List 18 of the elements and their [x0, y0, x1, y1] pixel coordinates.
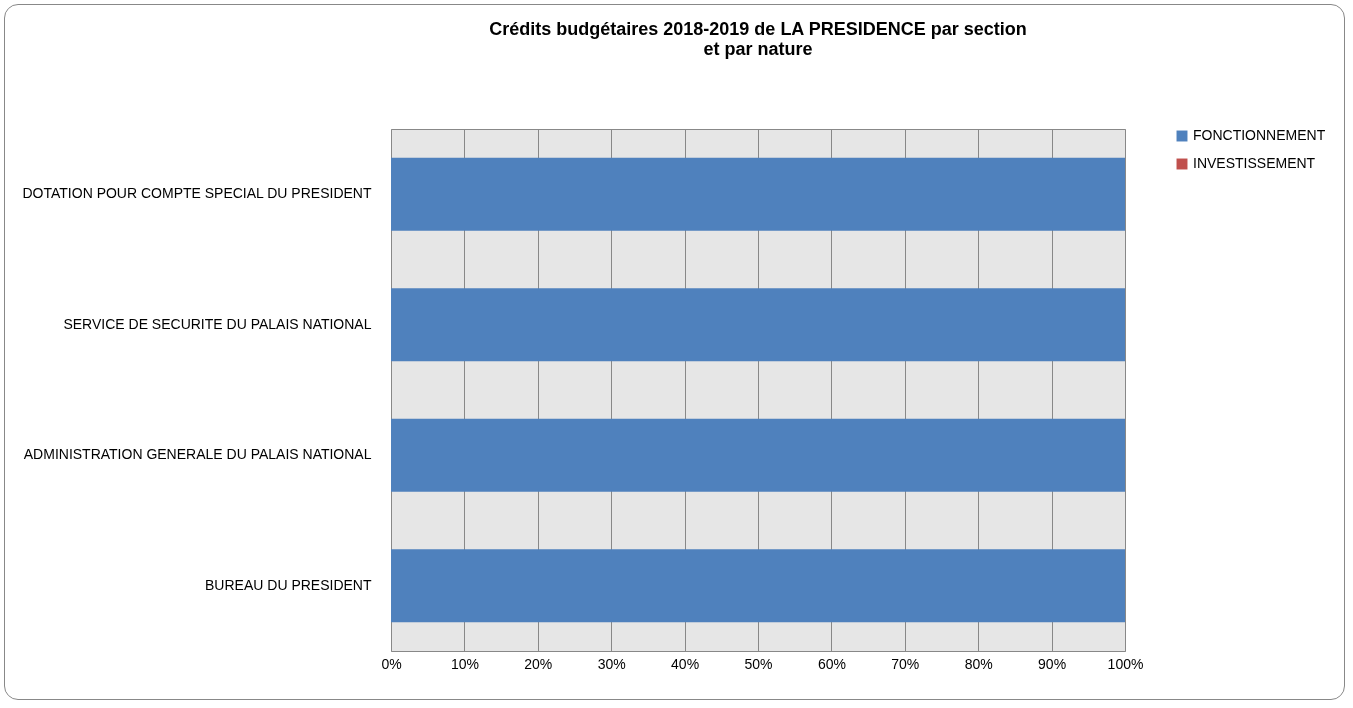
x-tick-label: 0%	[381, 655, 402, 672]
y-tick-label: BUREAU DU PRESIDENT	[205, 576, 372, 593]
x-tick-label: 10%	[450, 655, 479, 672]
x-tick-label: 20%	[524, 655, 553, 672]
x-tick-label: 40%	[671, 655, 700, 672]
x-tick-label: 70%	[891, 655, 920, 672]
x-tick-label: 30%	[597, 655, 626, 672]
chart-title: Crédits budgétaires 2018-2019 de LA PRESIDENCE par section et par nature	[489, 19, 1027, 59]
y-tick-label: DOTATION POUR COMPTE SPECIAL DU PRESIDENT	[22, 185, 372, 202]
x-tick-label: 80%	[964, 655, 993, 672]
legend-label: INVESTISSEMENT	[1193, 155, 1316, 171]
y-tick-label: ADMINISTRATION GENERALE DU PALAIS NATIONAL	[23, 446, 372, 463]
y-tick-label: SERVICE DE SECURITE DU PALAIS NATIONAL	[63, 315, 372, 332]
x-tick-label: 90%	[1038, 655, 1067, 672]
x-tick-label: 50%	[744, 655, 773, 672]
x-tick-label: 60%	[817, 655, 846, 672]
x-tick-label: 100%	[1107, 655, 1144, 672]
legend-label: FONCTIONNEMENT	[1193, 127, 1326, 143]
